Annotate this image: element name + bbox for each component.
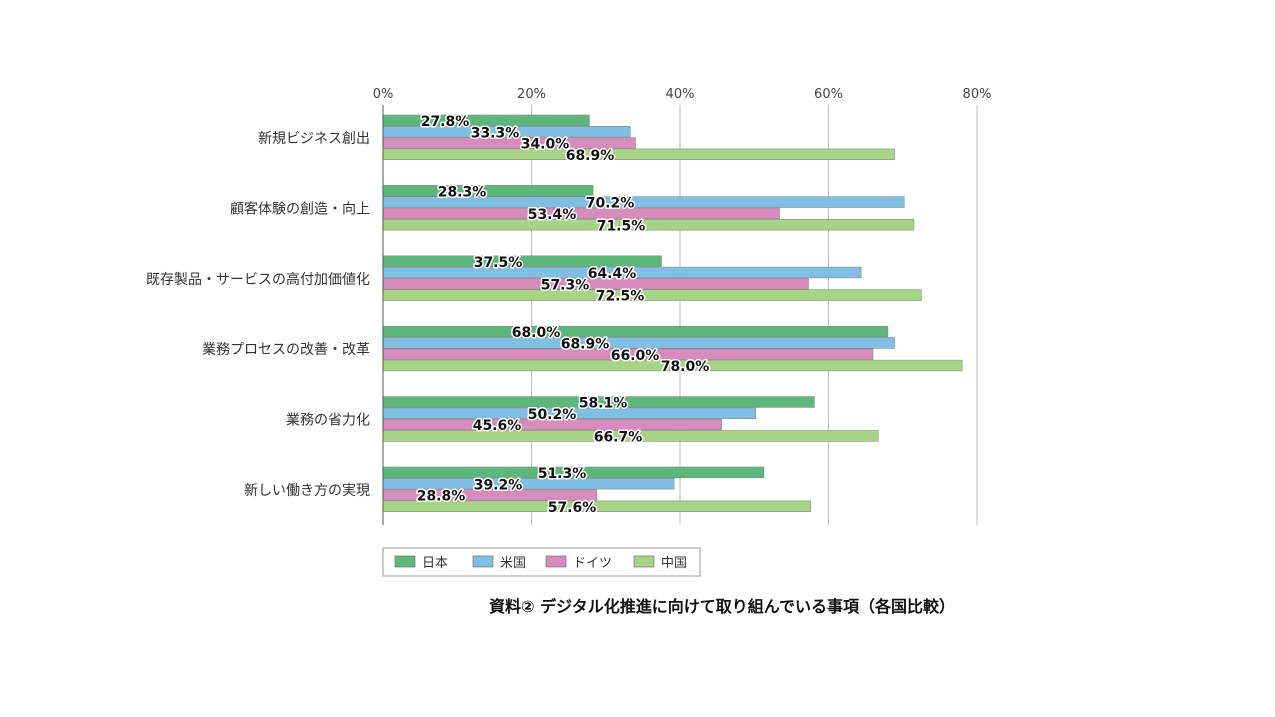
data-label: 50.2% — [528, 407, 577, 423]
x-tick-label: 40% — [666, 87, 695, 102]
category-label: 業務の省力化 — [286, 413, 370, 429]
legend-label: ドイツ — [573, 556, 612, 571]
bar-日本 — [382, 114, 590, 127]
data-label: 27.8% — [421, 114, 470, 130]
bar-中国 — [382, 148, 895, 160]
data-label: 66.7% — [594, 430, 643, 446]
legend-swatch-日本 — [394, 555, 416, 568]
category-label: 顧客体験の創造・向上 — [230, 200, 370, 217]
data-label: 68.0% — [512, 325, 561, 341]
x-tick-label: 60% — [814, 87, 843, 102]
data-label: 57.3% — [541, 277, 590, 293]
data-label: 70.2% — [586, 196, 635, 212]
chart-title: 資料② デジタル化推進に向けて取り組んでいる事項（各国比較） — [489, 597, 955, 616]
bar-ドイツ — [382, 207, 780, 220]
x-tick-label: 0% — [373, 87, 394, 102]
bar-中国 — [382, 289, 922, 301]
data-label: 66.0% — [611, 348, 660, 364]
data-label: 68.9% — [561, 337, 610, 353]
legend-swatch-ドイツ — [545, 555, 567, 568]
data-label: 39.2% — [474, 477, 523, 493]
bar-中国 — [382, 219, 915, 231]
data-label: 37.5% — [474, 255, 523, 271]
data-label: 34.0% — [521, 137, 570, 153]
legend-label: 米国 — [500, 556, 526, 571]
bar-日本 — [382, 185, 594, 197]
x-tick-label: 20% — [517, 87, 546, 102]
data-label: 45.6% — [473, 418, 522, 434]
data-label: 53.4% — [528, 207, 577, 223]
bar-米国 — [382, 477, 675, 490]
data-label: 78.0% — [661, 359, 710, 375]
data-label: 72.5% — [596, 289, 645, 305]
category-label: 業務プロセスの改善・改革 — [202, 342, 370, 358]
data-label: 28.8% — [417, 489, 466, 505]
bar-日本 — [382, 325, 889, 338]
category-label: 既存製品・サービスの高付加価値化 — [146, 271, 370, 288]
legend-label: 中国 — [661, 556, 687, 571]
data-label: 68.9% — [566, 148, 615, 164]
x-tick-label: 80% — [963, 87, 992, 102]
bar-米国 — [382, 337, 895, 349]
data-label: 57.6% — [548, 500, 597, 516]
data-label: 71.5% — [597, 218, 646, 234]
data-label: 28.3% — [438, 184, 487, 200]
legend-swatch-中国 — [633, 555, 655, 568]
data-label: 64.4% — [588, 266, 637, 282]
category-label: 新しい働き方の実現 — [244, 483, 370, 499]
legend-label: 日本 — [422, 556, 448, 571]
data-label: 51.3% — [538, 466, 587, 482]
legend-swatch-米国 — [472, 555, 494, 568]
category-label: 新規ビジネス創出 — [258, 131, 370, 147]
data-label: 58.1% — [579, 396, 628, 412]
data-label: 33.3% — [471, 125, 520, 141]
